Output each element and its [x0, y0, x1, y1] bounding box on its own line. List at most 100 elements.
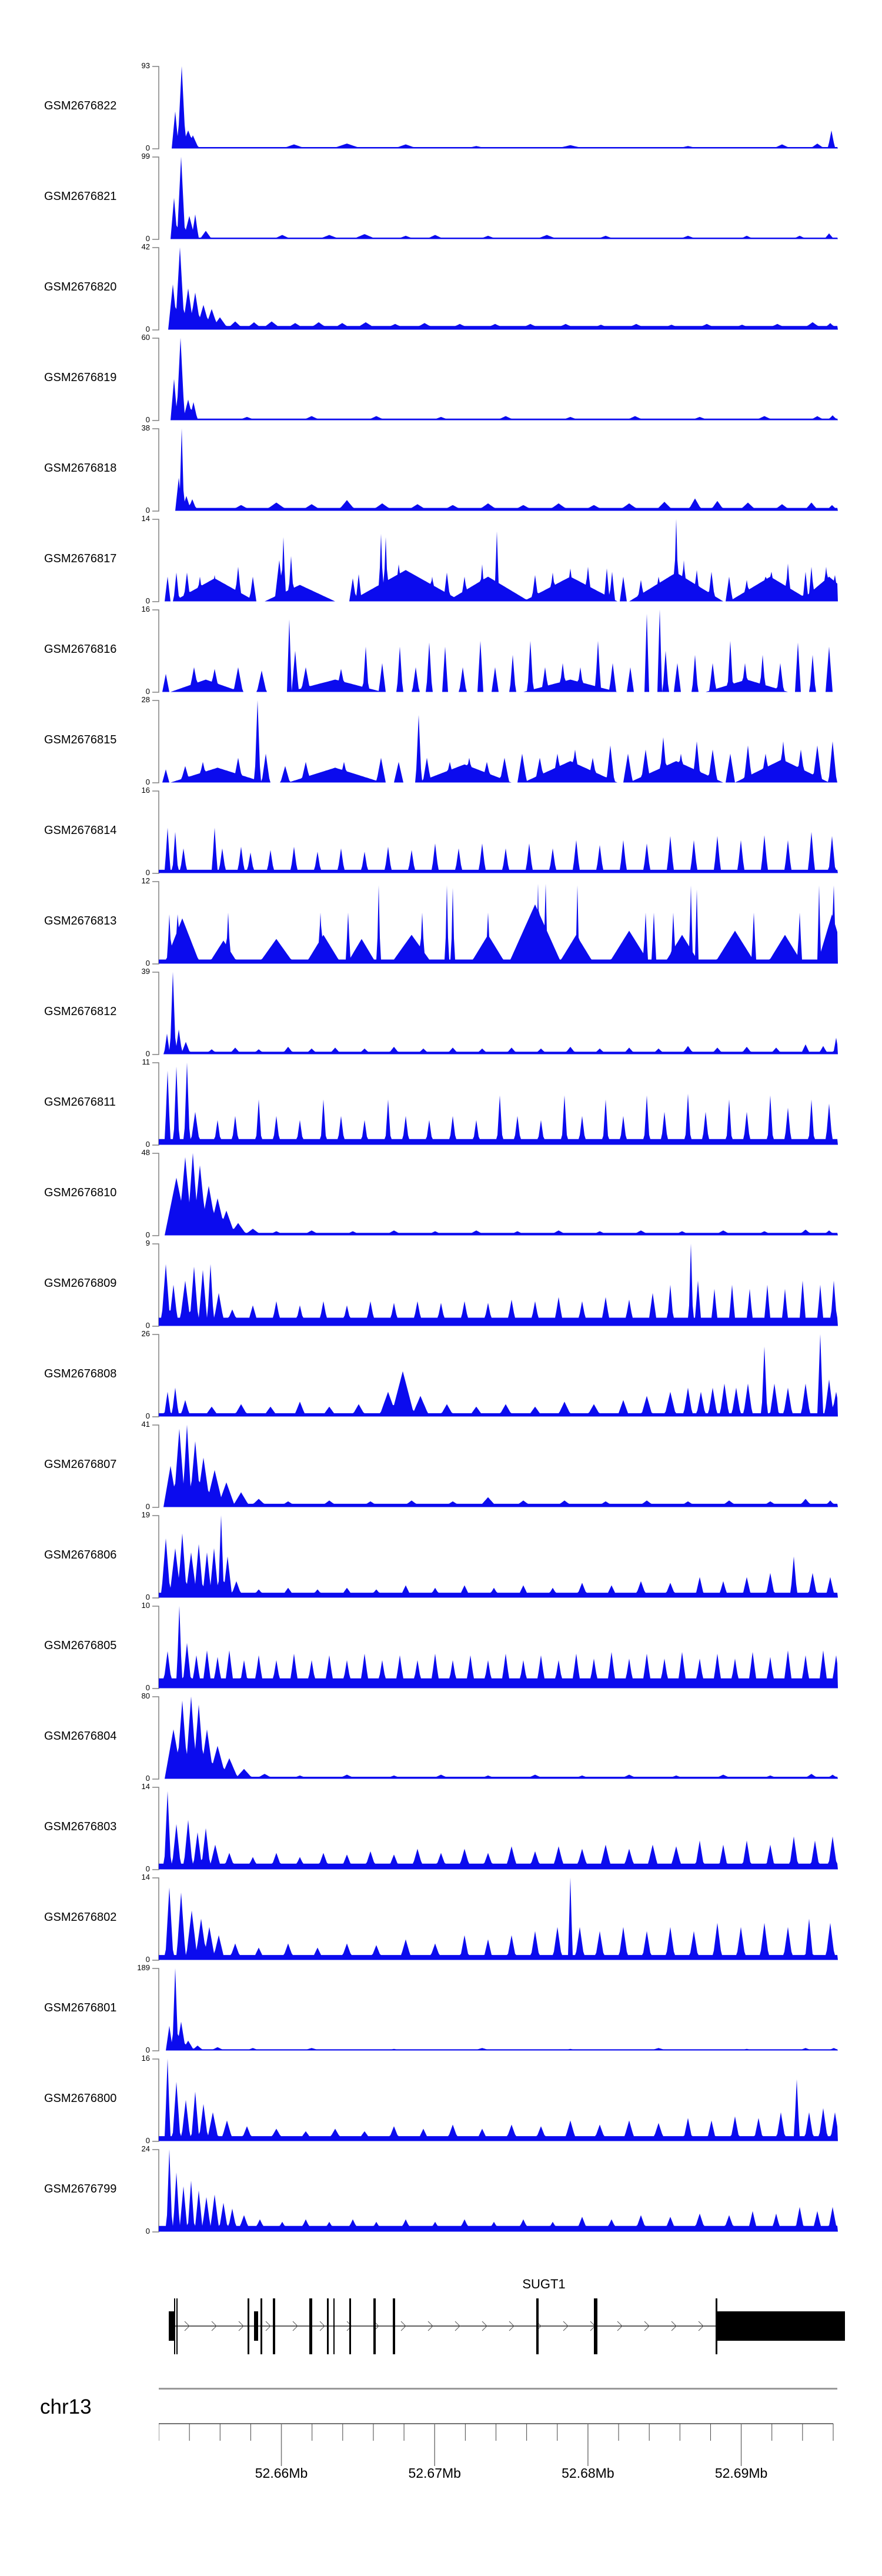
- track-zero-label: 0: [145, 868, 150, 877]
- track-zero-label: 0: [145, 1140, 150, 1149]
- track-label-GSM2676813: GSM2676813: [44, 915, 117, 927]
- track-label-GSM2676818: GSM2676818: [44, 462, 117, 475]
- track-zero-label: 0: [145, 1049, 150, 1058]
- ruler-major-label: 52.67Mb: [408, 2465, 461, 2481]
- track-ymax-label: 14: [141, 1782, 150, 1791]
- track-zero-label: 0: [145, 1955, 150, 1964]
- genomic-ruler: [159, 2423, 834, 2466]
- track-zero-label: 0: [145, 415, 150, 424]
- track-label-GSM2676810: GSM2676810: [44, 1186, 117, 1199]
- track-label-GSM2676803: GSM2676803: [44, 1820, 117, 1833]
- gene-exon-bar: [309, 2298, 312, 2354]
- track-label-GSM2676819: GSM2676819: [44, 371, 117, 384]
- strand-arrow-icon: [400, 2321, 406, 2331]
- track-signal-GSM2676804: [152, 1696, 838, 1780]
- track-signal-GSM2676800: [152, 2058, 838, 2142]
- track-signal-GSM2676802: [152, 1877, 838, 1961]
- gene-exon-bar: [176, 2298, 178, 2354]
- track-label-GSM2676814: GSM2676814: [44, 824, 117, 837]
- gene-exon-bar: [333, 2298, 335, 2354]
- ruler-major-label: 52.66Mb: [255, 2465, 308, 2481]
- strand-arrow-icon: [482, 2321, 487, 2331]
- track-label-GSM2676811: GSM2676811: [44, 1096, 116, 1109]
- track-signal-GSM2676819: [152, 338, 838, 421]
- track-label-GSM2676804: GSM2676804: [44, 1730, 117, 1743]
- track-ymax-label: 26: [141, 1329, 150, 1338]
- track-label-GSM2676820: GSM2676820: [44, 281, 117, 293]
- gene-utr-block: [717, 2311, 845, 2341]
- track-zero-label: 0: [145, 778, 150, 786]
- strand-arrow-icon: [319, 2321, 325, 2331]
- track-label-GSM2676799: GSM2676799: [44, 2183, 117, 2195]
- track-ymax-label: 80: [141, 1691, 150, 1700]
- track-label-GSM2676812: GSM2676812: [44, 1005, 117, 1018]
- track-label-GSM2676815: GSM2676815: [44, 733, 117, 746]
- track-signal-GSM2676821: [152, 156, 838, 240]
- track-signal-GSM2676810: [152, 1153, 838, 1236]
- track-label-GSM2676816: GSM2676816: [44, 643, 117, 656]
- track-signal-GSM2676817: [152, 519, 838, 602]
- track-zero-label: 0: [145, 1412, 150, 1420]
- strand-arrow-icon: [427, 2321, 433, 2331]
- track-label-GSM2676805: GSM2676805: [44, 1639, 117, 1652]
- track-signal-GSM2676813: [152, 881, 838, 965]
- track-label-GSM2676802: GSM2676802: [44, 1911, 117, 1924]
- gene-exon-bar: [273, 2298, 275, 2354]
- gene-exon-bar: [327, 2298, 329, 2354]
- track-zero-label: 0: [145, 2227, 150, 2235]
- track-ymax-label: 12: [141, 876, 150, 885]
- track-ymax-label: 48: [141, 1148, 150, 1157]
- track-zero-label: 0: [145, 506, 150, 515]
- gene-exon-bar: [174, 2298, 175, 2354]
- track-signal-GSM2676816: [152, 609, 838, 693]
- track-zero-label: 0: [145, 1230, 150, 1239]
- gene-exon-bar: [373, 2298, 376, 2354]
- track-signal-GSM2676806: [152, 1515, 838, 1599]
- track-zero-label: 0: [145, 596, 150, 605]
- track-signal-GSM2676818: [152, 428, 838, 512]
- gene-model-track: [169, 2298, 845, 2354]
- track-ymax-label: 19: [141, 1510, 150, 1519]
- track-signal-GSM2676809: [152, 1243, 838, 1327]
- track-zero-label: 0: [145, 325, 150, 333]
- gene-exon-bar: [349, 2298, 351, 2354]
- track-signal-GSM2676801: [152, 1968, 838, 2051]
- track-signal-GSM2676799: [152, 2149, 838, 2233]
- track-ymax-label: 16: [141, 2054, 150, 2063]
- strand-arrow-icon: [238, 2321, 244, 2331]
- track-ymax-label: 24: [141, 2144, 150, 2153]
- track-signal-GSM2676807: [152, 1424, 838, 1508]
- strand-arrow-icon: [563, 2321, 569, 2331]
- gene-exon-bar: [248, 2298, 249, 2354]
- strand-arrow-icon: [455, 2321, 460, 2331]
- track-ymax-label: 16: [141, 786, 150, 795]
- gene-exon-bar: [716, 2298, 717, 2354]
- track-ymax-label: 9: [145, 1239, 150, 1247]
- track-zero-label: 0: [145, 1321, 150, 1330]
- track-ymax-label: 38: [141, 423, 150, 432]
- gene-exon-bar: [393, 2298, 395, 2354]
- ruler-major-label: 52.68Mb: [562, 2465, 614, 2481]
- chromosome-label: chr13: [40, 2395, 92, 2418]
- strand-arrow-icon: [698, 2321, 704, 2331]
- gene-utr-block: [254, 2311, 258, 2341]
- track-label-GSM2676817: GSM2676817: [44, 552, 117, 565]
- track-label-GSM2676807: GSM2676807: [44, 1458, 117, 1471]
- track-ymax-label: 42: [141, 242, 150, 251]
- track-label-GSM2676800: GSM2676800: [44, 2092, 117, 2105]
- strand-arrow-icon: [617, 2321, 623, 2331]
- track-zero-label: 0: [145, 234, 150, 243]
- track-zero-label: 0: [145, 144, 150, 152]
- gene-name-label: SUGT1: [522, 2277, 566, 2291]
- track-signal-GSM2676803: [152, 1787, 838, 1870]
- track-ymax-label: 14: [141, 514, 150, 523]
- gene-exon-bar: [594, 2298, 597, 2354]
- track-label-GSM2676808: GSM2676808: [44, 1367, 117, 1380]
- track-signal-GSM2676808: [152, 1334, 838, 1417]
- track-signal-GSM2676822: [152, 66, 838, 149]
- track-ymax-label: 11: [142, 1057, 151, 1066]
- separator-line: [159, 2388, 837, 2390]
- gene-utr-block: [169, 2311, 175, 2341]
- strand-arrow-icon: [265, 2321, 271, 2331]
- track-signal-GSM2676815: [152, 700, 838, 783]
